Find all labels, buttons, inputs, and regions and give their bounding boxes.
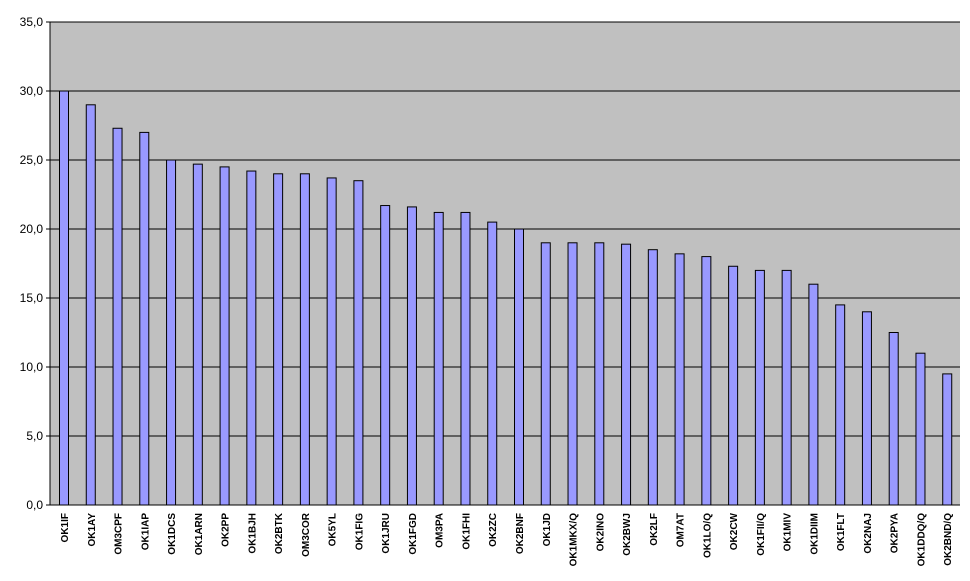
bar — [701, 256, 712, 506]
x-tick-label: OK1FGD — [408, 513, 419, 555]
x-tick-label: OK2BND/Q — [943, 513, 954, 566]
x-tick-label: OK1FIG — [354, 513, 365, 550]
bar — [380, 205, 391, 506]
bar — [166, 159, 177, 506]
bar — [861, 311, 872, 506]
bar — [299, 173, 310, 506]
y-tick-label: 35,0 — [20, 15, 44, 29]
bar — [728, 265, 739, 506]
y-tick-label: 0,0 — [26, 498, 43, 512]
x-tick-label: OK1DCS — [167, 513, 178, 555]
bar — [273, 173, 284, 506]
y-tick-label: 20,0 — [20, 222, 44, 236]
bar — [326, 177, 337, 506]
bar — [85, 104, 96, 506]
y-tick-label: 10,0 — [20, 360, 44, 374]
x-tick-label: OK1FLT — [836, 513, 847, 551]
plot-area — [50, 22, 960, 505]
x-tick-label: OM3CPF — [114, 513, 125, 555]
bar — [514, 228, 524, 506]
bar — [674, 253, 685, 506]
bar — [567, 242, 578, 506]
x-tick-label: OK2PYA — [890, 513, 901, 553]
bar — [192, 163, 203, 506]
x-tick-label: OK1JRU — [381, 513, 392, 554]
bar — [139, 131, 150, 506]
bar — [754, 269, 765, 506]
x-tick-label: OK1BJH — [247, 513, 258, 554]
x-tick-label: OK2BNF — [515, 513, 526, 554]
x-tick-label: OK2PP — [221, 513, 232, 547]
x-tick-label: OK1IAP — [140, 513, 151, 551]
x-tick-label: OK1DDQ/Q — [916, 513, 927, 567]
x-tick-label: OK1MIV — [783, 513, 794, 552]
x-tick-label: OM3PA — [435, 513, 446, 548]
x-tick-label: OK1JD — [542, 513, 553, 546]
bar — [621, 243, 632, 506]
y-tick-label: 5,0 — [26, 429, 43, 443]
x-tick-label: OK2LF — [649, 513, 660, 546]
x-tick-label: OK1FII/Q — [756, 513, 767, 556]
x-tick-labels: OK1IF OK1AY OM3CPF OK1IAP OK1DCS OK1ARN OK2PP O… — [60, 512, 954, 566]
x-tick-label: OK2CW — [729, 512, 740, 550]
bar — [835, 304, 846, 506]
x-tick-label: OK1ARN — [194, 513, 205, 555]
x-tick-label: OK2BTK — [274, 512, 285, 554]
bar — [112, 127, 123, 506]
bar — [915, 352, 926, 506]
bar — [781, 269, 792, 506]
y-tick-label: 15,0 — [20, 291, 44, 305]
x-tick-label: OK1DIIM — [809, 513, 820, 555]
bar — [594, 242, 605, 506]
x-tick-label: OK5YL — [328, 513, 339, 546]
bars — [59, 90, 953, 506]
bar — [406, 206, 417, 506]
bar — [888, 332, 899, 506]
bar — [433, 211, 444, 506]
x-tick-label: OK1AY — [87, 513, 98, 547]
bar — [487, 221, 498, 506]
x-tick-label: OK2NAJ — [863, 513, 874, 554]
x-tick-label: OK1FHI — [461, 513, 472, 550]
y-tick-label: 25,0 — [20, 153, 44, 167]
y-tick-label: 30,0 — [20, 84, 44, 98]
y-tick-labels: 0,0 5,0 10,0 15,0 20,0 25,0 30,0 35,0 — [20, 15, 50, 512]
bar — [647, 249, 658, 506]
bar — [540, 242, 551, 506]
bar — [353, 180, 364, 506]
bar — [460, 211, 471, 506]
bar — [808, 283, 819, 506]
x-tick-label: OM7AT — [676, 513, 687, 547]
x-tick-label: OK1IF — [60, 513, 71, 542]
x-tick-label: OM3COR — [301, 512, 312, 557]
bar — [942, 373, 953, 506]
x-tick-label: OK1LO/Q — [702, 513, 713, 558]
x-tick-label: OK2ZC — [488, 513, 499, 547]
bar — [246, 170, 257, 506]
bar — [219, 166, 230, 506]
x-tick-label: OK2BWJ — [622, 513, 633, 556]
bar — [59, 90, 69, 506]
x-tick-label: OK1MKX/Q — [569, 513, 580, 567]
x-tick-label: OK2INO — [595, 513, 606, 552]
